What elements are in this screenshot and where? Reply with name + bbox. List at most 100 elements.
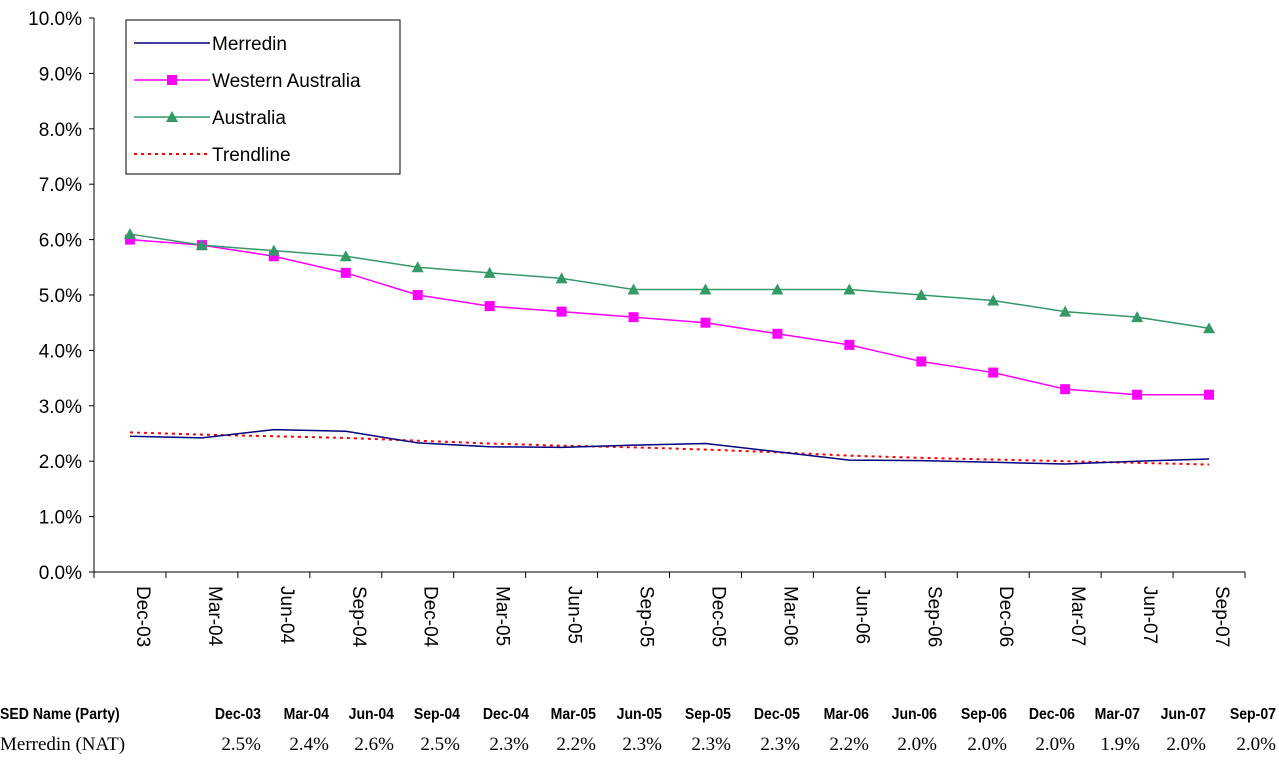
data-point bbox=[771, 283, 784, 295]
x-tick-label: Jun-07 bbox=[1139, 586, 1160, 644]
x-tick-label: Jun-05 bbox=[564, 586, 585, 644]
data-point bbox=[340, 267, 351, 278]
table-cell: 2.3% bbox=[489, 734, 529, 755]
legend-marker bbox=[166, 111, 178, 122]
data-point bbox=[124, 234, 135, 245]
x-tick-label: Mar-05 bbox=[492, 586, 513, 646]
series-western-australia bbox=[124, 234, 1215, 400]
series-line-trendline bbox=[129, 431, 1210, 466]
data-point bbox=[1204, 389, 1215, 400]
data-point bbox=[627, 283, 640, 295]
data-point bbox=[1203, 322, 1216, 334]
x-tick-label: Sep-04 bbox=[348, 586, 369, 648]
legend-item-merredin: Merredin bbox=[134, 34, 287, 55]
x-tick-label: Mar-07 bbox=[1067, 586, 1088, 646]
data-point bbox=[484, 301, 495, 312]
table-cell: 2.2% bbox=[556, 734, 596, 755]
y-axis: 0.0% 1.0% 2.0% 3.0% 4.0% 5.0% 6.0% 7.0% 8.0% 9.0%… bbox=[28, 9, 95, 584]
table-row-label: Merredin (NAT) bbox=[0, 734, 126, 755]
y-tick-label: 4.0% bbox=[39, 341, 82, 362]
y-tick-label: 9.0% bbox=[39, 64, 82, 85]
table-cell: 2.2% bbox=[829, 734, 869, 755]
table-cell: 1.9% bbox=[1100, 734, 1140, 755]
y-tick-label: 10.0% bbox=[28, 9, 82, 30]
data-point bbox=[267, 244, 280, 256]
data-table: SED Name (Party) Dec-03 Mar-04 Jun-04 Sep-0… bbox=[0, 700, 1276, 760]
x-tick-label: Mar-06 bbox=[779, 586, 800, 646]
x-tick-label: Jun-06 bbox=[851, 586, 872, 644]
series-layer bbox=[123, 228, 1216, 466]
table-header-cell: Dec-03 bbox=[214, 706, 261, 723]
table-row: Merredin (NAT) 2.5% 2.4% 2.6% 2.5% 2.3% 2.2% 2… bbox=[0, 730, 1276, 760]
y-tick-label: 1.0% bbox=[39, 508, 82, 529]
data-point bbox=[916, 356, 927, 367]
series-line-merredin bbox=[129, 428, 1210, 465]
table-header-cell: Sep-05 bbox=[684, 706, 731, 723]
data-point bbox=[268, 251, 279, 262]
series-merredin bbox=[129, 428, 1210, 465]
data-point bbox=[1132, 389, 1143, 400]
legend: Merredin Western Australia Australia Trendl… bbox=[125, 19, 401, 175]
y-tick-label: 0.0% bbox=[39, 563, 82, 584]
table-header-cell: Dec-06 bbox=[1028, 706, 1075, 723]
x-tick-label: Jun-04 bbox=[276, 586, 297, 645]
y-tick-label: 6.0% bbox=[39, 231, 82, 252]
table-header-row: SED Name (Party) Dec-03 Mar-04 Jun-04 Sep-0… bbox=[0, 700, 1276, 730]
x-tick-label: Sep-05 bbox=[636, 586, 657, 647]
table-cell: 2.0% bbox=[1035, 734, 1075, 755]
data-point bbox=[700, 317, 711, 328]
data-point bbox=[915, 289, 928, 300]
legend-box bbox=[125, 19, 401, 175]
table-header-cell: Dec-05 bbox=[753, 706, 800, 723]
table-header-cell: Sep-06 bbox=[960, 706, 1007, 723]
data-point bbox=[123, 228, 136, 240]
data-point bbox=[843, 283, 856, 295]
legend-label: Australia bbox=[212, 108, 286, 129]
x-tick-label: Sep-06 bbox=[923, 586, 944, 647]
table-header-cell: Sep-04 bbox=[413, 706, 460, 723]
data-point bbox=[1060, 384, 1071, 395]
table-header-cell: Mar-04 bbox=[283, 706, 329, 723]
table-header-cell: Jun-07 bbox=[1160, 706, 1206, 723]
table-cell: 2.5% bbox=[420, 734, 460, 755]
table-cell: 2.0% bbox=[897, 734, 937, 755]
table-header-label: SED Name (Party) bbox=[0, 706, 120, 723]
series-trendline bbox=[129, 431, 1210, 466]
x-axis: Dec-03 Mar-04 Jun-04 Sep-04 Dec-04 Mar-05 Jun-… bbox=[93, 571, 1246, 648]
table-cell: 2.6% bbox=[354, 734, 394, 755]
table-header-cell: Sep-07 bbox=[1229, 706, 1276, 723]
data-point bbox=[1059, 305, 1072, 317]
data-point bbox=[483, 266, 496, 278]
table-header-cell: Mar-06 bbox=[823, 706, 869, 723]
data-point bbox=[556, 306, 567, 317]
data-point bbox=[195, 239, 208, 251]
legend-item-trendline: Trendline bbox=[134, 145, 291, 166]
table-cell: 2.0% bbox=[1236, 734, 1276, 755]
series-australia bbox=[123, 228, 1216, 334]
legend-marker bbox=[167, 75, 177, 85]
series-line-australia bbox=[129, 233, 1210, 329]
legend-label: Trendline bbox=[212, 145, 291, 166]
data-point bbox=[987, 294, 1000, 306]
table-cell: 2.3% bbox=[691, 734, 731, 755]
series-line-western-australia bbox=[129, 238, 1210, 396]
data-point bbox=[844, 339, 855, 350]
data-point bbox=[628, 312, 639, 323]
legend-label: Western Australia bbox=[212, 71, 361, 92]
legend-label: Merredin bbox=[212, 34, 287, 55]
table-cell: 2.0% bbox=[1166, 734, 1206, 755]
legend-item-australia: Australia bbox=[134, 108, 286, 129]
y-tick-label: 2.0% bbox=[39, 452, 82, 473]
x-tick-label: Mar-04 bbox=[204, 586, 225, 647]
data-point bbox=[411, 261, 424, 273]
line-chart: 0.0% 1.0% 2.0% 3.0% 4.0% 5.0% 6.0% 7.0% 8.0% 9.0%… bbox=[28, 9, 1246, 648]
data-point bbox=[1131, 311, 1144, 323]
table-cell: 2.0% bbox=[967, 734, 1007, 755]
x-tick-label: Dec-06 bbox=[995, 586, 1016, 647]
data-point bbox=[988, 367, 999, 378]
table-header-cell: Jun-04 bbox=[348, 706, 394, 723]
table-header-cell: Dec-04 bbox=[482, 706, 529, 723]
table-cell: 2.4% bbox=[289, 734, 329, 755]
data-point bbox=[772, 328, 783, 339]
x-tick-label: Dec-04 bbox=[420, 586, 441, 648]
